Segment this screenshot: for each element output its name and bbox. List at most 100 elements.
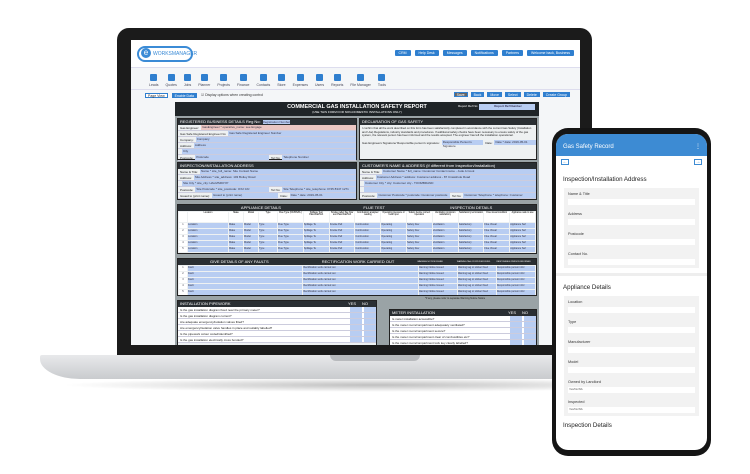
nav-item[interactable]: File Manager (350, 74, 371, 87)
table-cell[interactable]: Location (188, 229, 228, 234)
table-cell[interactable]: Satisfactory (458, 235, 484, 240)
table-cell[interactable]: Safety Dev (406, 241, 432, 246)
no-checkbox[interactable] (524, 328, 536, 333)
yes-checkbox[interactable] (350, 313, 362, 318)
table-cell[interactable]: Responsible person infor (496, 284, 535, 289)
table-cell[interactable]: Fault (188, 266, 303, 271)
logo[interactable]: WORKSMANAGER (137, 46, 197, 62)
nav-item[interactable]: Planner (198, 74, 210, 87)
field-input[interactable]: Address (193, 143, 356, 148)
table-cell[interactable]: Location (188, 235, 228, 240)
table-cell[interactable]: Fault (188, 272, 303, 277)
yes-checkbox[interactable] (350, 331, 362, 336)
text-input[interactable] (568, 307, 695, 313)
table-cell[interactable]: Make (229, 223, 243, 228)
field-input[interactable]: Site City * site_city: HALMSROYP (182, 181, 356, 186)
table-cell[interactable]: Model (244, 241, 258, 246)
table-cell[interactable]: Location (188, 241, 228, 246)
text-input[interactable] (568, 327, 695, 333)
nav-item[interactable]: Jobs (184, 74, 191, 87)
table-cell[interactable]: Responsible person infor (496, 272, 535, 277)
nav-item[interactable]: Quotes (166, 74, 177, 87)
table-cell[interactable]: Smoke Pell (329, 241, 355, 246)
table-cell[interactable]: Make (229, 241, 243, 246)
table-cell[interactable]: Ventilation (432, 235, 458, 240)
table-cell[interactable]: Ventilation (432, 229, 458, 234)
select-input[interactable]: Yes/No/NA (568, 407, 695, 413)
field-input[interactable]: Customer Address * address: Customer add… (375, 175, 536, 180)
field-input[interactable]: Site Address * site_address: 103 Botley … (193, 175, 356, 180)
table-cell[interactable]: Safety Dev (406, 223, 432, 228)
yes-checkbox[interactable] (510, 340, 522, 345)
no-checkbox[interactable] (364, 313, 376, 318)
back-arrow-icon[interactable]: ← (561, 159, 569, 165)
table-cell[interactable]: Appliance Saf (510, 241, 535, 246)
table-cell[interactable]: Ventilation (432, 247, 458, 252)
field-input[interactable]: Customer Name * full_name: Customer Cont… (382, 169, 536, 174)
table-cell[interactable]: Spillage Te (303, 241, 329, 246)
page-view-button[interactable]: Page View (145, 92, 168, 98)
no-checkbox[interactable] (364, 319, 376, 324)
text-input[interactable] (568, 367, 695, 373)
table-cell[interactable]: Flue Visual (484, 247, 510, 252)
table-cell[interactable]: Appliance Saf (510, 229, 535, 234)
action-button[interactable]: Select (504, 92, 521, 97)
display-options-checkbox[interactable]: ☑ Display options when creating control (200, 93, 264, 97)
text-input[interactable] (568, 219, 695, 225)
table-cell[interactable]: Appliance Saf (510, 223, 535, 228)
table-cell[interactable]: Fault (188, 284, 303, 289)
table-cell[interactable]: Flue Type (278, 223, 303, 228)
nav-item[interactable]: Contacts (256, 74, 270, 87)
table-cell[interactable]: Spillage Te (303, 229, 329, 234)
forward-arrow-icon[interactable]: → (694, 159, 702, 165)
field-input[interactable]: Company (195, 137, 356, 142)
table-cell[interactable]: Warning Notice Issued (418, 278, 457, 283)
nav-item[interactable]: Expenses (293, 74, 308, 87)
table-cell[interactable]: Appliance Saf (510, 235, 535, 240)
enable-data-button[interactable]: Enable Data (171, 92, 197, 98)
text-input[interactable] (568, 199, 695, 205)
text-input[interactable] (568, 259, 695, 265)
action-button[interactable]: Save (453, 92, 468, 97)
table-cell[interactable]: Combustion (355, 247, 381, 252)
top-button[interactable]: Messages (442, 50, 467, 56)
no-checkbox[interactable] (524, 334, 536, 339)
ref-input[interactable]: Report Ref Number (479, 104, 535, 110)
table-cell[interactable]: Spillage Te (303, 223, 329, 228)
table-cell[interactable]: Operating (381, 223, 406, 228)
top-button[interactable]: Help Desk (414, 50, 439, 56)
table-cell[interactable]: Combustion (355, 241, 381, 246)
table-cell[interactable]: Flue Type (278, 247, 303, 252)
no-checkbox[interactable] (524, 340, 536, 345)
table-cell[interactable]: Type (259, 235, 277, 240)
field-input[interactable]: Name * site_full_name: Site Contact Name (200, 169, 356, 174)
table-cell[interactable]: Responsible person infor (496, 266, 535, 271)
field-input[interactable]: Issued to (print name) (212, 193, 279, 198)
table-cell[interactable]: Rectification work carried out (303, 272, 418, 277)
table-cell[interactable]: Safety Dev (406, 235, 432, 240)
table-cell[interactable]: Safety Dev (406, 247, 432, 252)
field-input[interactable]: Customer Postcode * postcode: Customer p… (377, 193, 450, 198)
no-checkbox[interactable] (364, 307, 376, 312)
field-input[interactable]: City (182, 149, 356, 154)
top-button[interactable]: Welcome back, Business (526, 50, 574, 56)
table-cell[interactable]: Flue Type (278, 229, 303, 234)
table-cell[interactable]: Warning tag or sticker fixed (457, 290, 496, 295)
table-cell[interactable]: Make (229, 229, 243, 234)
top-button[interactable]: CRM (394, 50, 411, 56)
table-cell[interactable]: Rectification work carried out (303, 290, 418, 295)
table-cell[interactable]: Satisfactory (458, 229, 484, 234)
table-cell[interactable]: Make (229, 235, 243, 240)
nav-item[interactable]: Users (315, 74, 324, 87)
more-menu-icon[interactable]: ⋮ (695, 144, 701, 150)
table-cell[interactable]: Warning Notice Issued (418, 284, 457, 289)
table-cell[interactable]: Smoke Pell (329, 235, 355, 240)
table-cell[interactable]: Warning Notice Issued (418, 272, 457, 277)
table-cell[interactable]: Make (229, 247, 243, 252)
tel-input[interactable]: Site Telephone * site_telephone: 0745 83… (282, 187, 356, 192)
table-cell[interactable]: Fault (188, 290, 303, 295)
field-input[interactable]: GasEngineer * operative_name: see Engage (201, 125, 356, 130)
table-cell[interactable]: Satisfactory (458, 223, 484, 228)
table-cell[interactable]: Safety Dev (406, 229, 432, 234)
table-cell[interactable]: Type (259, 223, 277, 228)
